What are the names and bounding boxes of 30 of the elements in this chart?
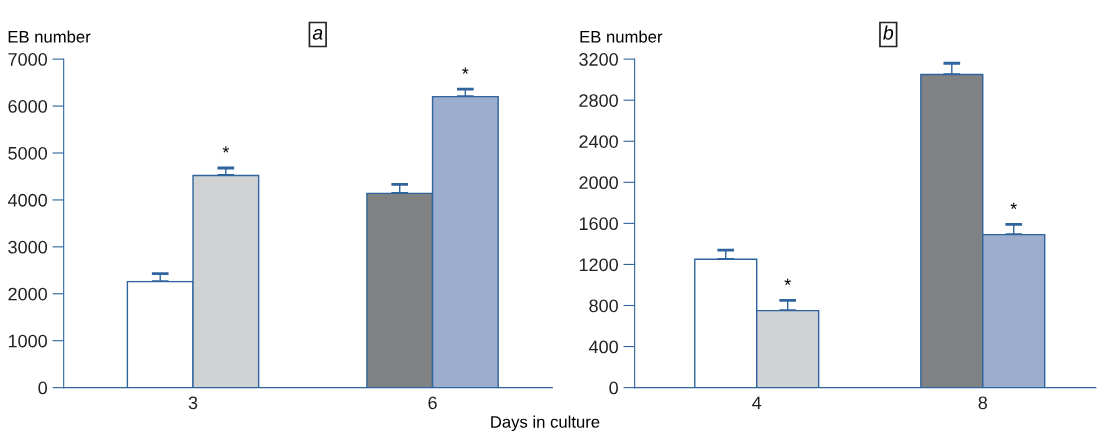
chart-title: b — [883, 25, 894, 40]
y-tick-label: 800 — [589, 299, 618, 313]
y-tick-label: 1600 — [579, 217, 618, 231]
y-tick-label: 2000 — [8, 287, 48, 301]
y-tick-label: 3200 — [579, 53, 618, 66]
y-tick-label: 5000 — [8, 146, 48, 160]
y-tick-label: 4000 — [7, 193, 48, 207]
x-tick-label: 6 — [428, 396, 437, 410]
y-tick-label: 1000 — [8, 334, 48, 348]
annotation: * — [222, 146, 230, 153]
y-tick-label: 3000 — [8, 240, 48, 254]
x-tick-label: 3 — [188, 396, 198, 410]
x-tick-label: 8 — [978, 396, 988, 410]
y-tick-label: 1200 — [579, 258, 618, 272]
y-tick-label: 6000 — [8, 99, 48, 113]
x-axis-title: Days in culture — [491, 415, 600, 432]
y-tick-label: 0 — [38, 381, 48, 395]
annotation: * — [1010, 202, 1017, 210]
annotation: * — [784, 278, 791, 285]
chart-title: a — [312, 29, 323, 40]
annotation: * — [462, 67, 469, 74]
y-axis-title: EB number — [580, 30, 663, 43]
y-tick-label: 2400 — [579, 135, 618, 148]
y-tick-label: 2800 — [579, 94, 618, 107]
y-tick-label: 0 — [609, 381, 618, 395]
x-tick-label: 4 — [752, 396, 762, 410]
y-tick-label: 2000 — [579, 176, 618, 190]
y-tick-label: 7000 — [8, 53, 48, 66]
y-axis-title: EB number — [8, 30, 91, 43]
y-tick-label: 400 — [588, 340, 618, 354]
